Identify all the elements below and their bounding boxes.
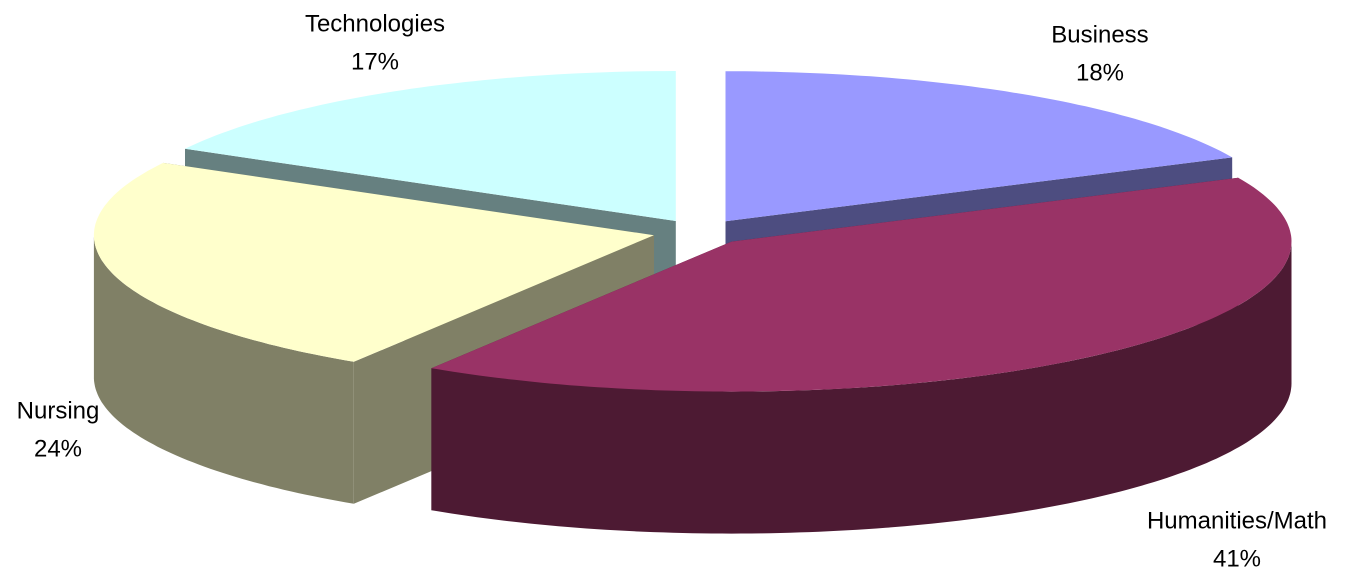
slice-label: Humanities/Math <box>1147 507 1327 534</box>
slice-wall <box>93 235 354 504</box>
slice <box>431 177 1292 392</box>
slice-label: Business <box>1051 21 1148 48</box>
slice-value-label: 41% <box>1213 545 1261 572</box>
slice-wall <box>431 241 1292 534</box>
slice <box>725 71 1233 222</box>
slice <box>185 71 676 221</box>
slice-value-label: 24% <box>34 435 82 462</box>
slice <box>93 162 654 362</box>
slice-value-label: 18% <box>1076 59 1124 86</box>
slice-label: Nursing <box>17 397 100 424</box>
slice-label: Technologies <box>305 10 445 37</box>
slice-value-label: 17% <box>351 48 399 75</box>
